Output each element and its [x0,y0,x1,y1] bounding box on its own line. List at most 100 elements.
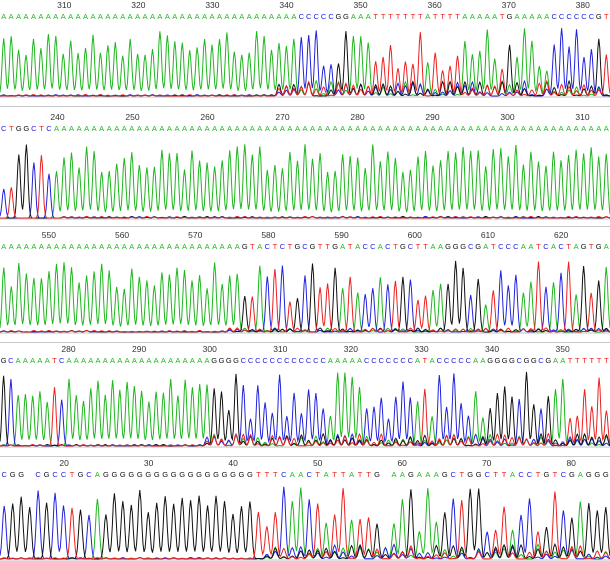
base-call: G [171,470,177,479]
base-call: T [502,470,507,479]
base-call: A [81,356,86,365]
base-call: A [446,124,451,133]
base-call: A [74,356,79,365]
base-call: C [574,12,580,21]
base-call: T [568,356,573,365]
base-call: A [544,12,549,21]
position-tick-label: 330 [414,344,428,354]
base-call: A [363,124,368,133]
base-call: A [522,12,527,21]
base-call: A [205,124,210,133]
base-call: A [235,242,240,251]
base-call: A [250,124,255,133]
base-call: A [122,124,127,133]
position-tick-label: 70 [482,458,492,468]
trace-panel-4[interactable]: 280 290 300 310 320 330 340 350 G C A A A A A T C A A A A A A A… [0,344,610,448]
base-call: A [53,12,58,21]
position-tick-label: 20 [59,458,69,468]
position-tick-label: 360 [428,0,442,10]
position-tick-label: 40 [228,458,238,468]
base-call: A [581,124,586,133]
base-call: A [272,124,277,133]
base-call: A [553,356,558,365]
base-call: G [242,242,248,251]
trace-panel-3[interactable]: 550 560 570 580 590 600 610 620 A A A A A A A A A A A A A A A A… [0,230,610,334]
position-tick-label: 340 [485,344,499,354]
base-call: A [174,124,179,133]
base-call: A [175,356,180,365]
base-call: A [195,12,200,21]
base-call: C [46,124,52,133]
base-call: C [437,356,443,365]
position-tick-label: 240 [50,112,64,122]
base-call: T [9,124,14,133]
base-call: A [103,356,108,365]
base-call: G [247,470,253,479]
base-call: G [120,470,126,479]
base-call: A [461,124,466,133]
base-call: A [431,124,436,133]
position-tick-label: 30 [144,458,154,468]
base-call: C [451,356,457,365]
base-call: A [159,242,164,251]
base-call: A [144,124,149,133]
base-call: C [59,356,65,365]
trace-panel-2[interactable]: 240 250 260 270 280 290 300 310 C T G G C T C A A A A A A A A A… [0,112,610,220]
base-call: A [560,356,565,365]
trace-T [0,32,610,97]
position-tick-label: 60 [397,458,407,468]
base-call: A [358,12,363,21]
base-call: C [444,356,450,365]
base-call: T [553,470,558,479]
base-call: T [440,12,445,21]
base-call: A [393,124,398,133]
base-call: A [574,242,579,251]
position-tick-label: 620 [554,230,568,240]
position-tick-label: 590 [334,230,348,240]
base-call: A [257,124,262,133]
base-call: G [137,470,143,479]
base-call: A [290,470,295,479]
base-call: G [586,470,592,479]
base-call: T [491,242,496,251]
base-call: A [197,242,202,251]
base-call: G [507,12,513,21]
base-call: A [137,242,142,251]
base-call: G [23,124,29,133]
base-call: A [62,242,67,251]
base-call: A [269,12,274,21]
base-call: A [476,124,481,133]
base-call: C [379,356,385,365]
base-call: A [431,242,436,251]
base-call: A [604,242,609,251]
base-call: A [205,242,210,251]
base-call: A [9,12,14,21]
trace-panel-1[interactable]: 310 320 330 340 350 360 370 380 A A A A A A A A A A A A A A A A… [0,0,610,98]
position-tick-label: 250 [125,112,139,122]
base-call: C [466,356,472,365]
base-call: A [159,124,164,133]
base-call: G [1,356,7,365]
position-tick-label: 570 [188,230,202,240]
base-call: A [342,356,347,365]
base-call: C [291,356,297,365]
base-call: A [506,124,511,133]
base-call: A [265,124,270,133]
base-call: A [491,124,496,133]
position-tick-label: 610 [481,230,495,240]
base-call: A [430,356,435,365]
base-call: A [310,124,315,133]
base-call: T [52,356,57,365]
trace-A [0,144,610,219]
base-call: A [46,242,51,251]
trace-panel-5[interactable]: 20 30 40 50 60 70 80 C G G C G C C T G C A G G G G G G G G G G G G G G G… [0,458,610,561]
base-call: A [318,124,323,133]
base-call: C [513,242,519,251]
base-call: A [30,356,35,365]
base-call: A [528,242,533,251]
base-call: G [460,242,466,251]
base-call: A [328,356,333,365]
base-call: G [179,470,185,479]
base-call: C [35,470,41,479]
